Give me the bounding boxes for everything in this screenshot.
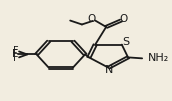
Text: N: N [105, 65, 114, 75]
Text: F: F [12, 49, 18, 59]
Text: O: O [88, 14, 96, 24]
Text: NH₂: NH₂ [148, 53, 169, 63]
Text: S: S [122, 37, 129, 47]
Text: F: F [13, 46, 19, 56]
Text: O: O [120, 14, 128, 24]
Text: F: F [13, 53, 19, 63]
